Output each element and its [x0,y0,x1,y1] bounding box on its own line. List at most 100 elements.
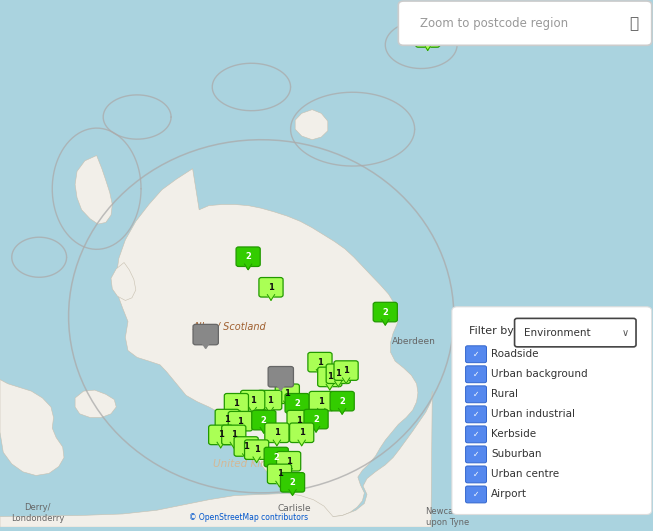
Text: Kerbside: Kerbside [491,430,536,439]
Polygon shape [253,457,261,463]
Text: Aberdeen: Aberdeen [392,337,436,346]
Polygon shape [272,464,280,470]
FancyBboxPatch shape [466,466,486,483]
Text: Derry/
Londonderry: Derry/ Londonderry [11,503,65,523]
Text: © OpenStreetMap contributors: © OpenStreetMap contributors [189,513,308,522]
Text: United Kingdom: United Kingdom [213,459,296,469]
Polygon shape [326,384,334,390]
FancyBboxPatch shape [251,410,276,430]
Text: ✓: ✓ [473,430,479,439]
FancyBboxPatch shape [466,486,486,503]
Text: Environment: Environment [524,328,590,338]
Text: ✓: ✓ [473,450,479,459]
FancyBboxPatch shape [308,353,332,372]
Text: 2: 2 [246,252,251,261]
FancyBboxPatch shape [208,425,232,444]
Polygon shape [260,427,268,433]
FancyBboxPatch shape [259,278,283,297]
Polygon shape [202,342,210,348]
Text: 1: 1 [336,369,341,378]
Text: 2: 2 [295,399,300,408]
FancyBboxPatch shape [276,384,299,404]
Polygon shape [334,381,342,387]
Text: ✓: ✓ [473,470,479,479]
Text: 1: 1 [274,429,279,438]
Polygon shape [236,429,244,434]
Text: 1: 1 [299,429,304,438]
Text: Suburban: Suburban [491,449,541,459]
Polygon shape [289,490,296,495]
Text: 1: 1 [319,397,324,406]
FancyBboxPatch shape [224,393,248,413]
Polygon shape [424,45,432,50]
Text: 2: 2 [383,307,388,316]
Text: ✓: ✓ [473,490,479,499]
Polygon shape [217,442,225,448]
FancyBboxPatch shape [373,302,397,322]
FancyBboxPatch shape [304,409,328,429]
Polygon shape [0,391,432,527]
Polygon shape [111,262,136,301]
Polygon shape [277,384,285,391]
Text: 1: 1 [317,358,323,366]
FancyBboxPatch shape [398,1,652,45]
Text: ∨: ∨ [622,328,629,338]
Text: 2: 2 [274,452,279,461]
Text: ⌕: ⌕ [629,16,638,31]
Polygon shape [267,295,275,300]
Polygon shape [295,109,328,140]
FancyBboxPatch shape [330,391,354,411]
Polygon shape [230,442,238,448]
Text: Zoom to postcode region: Zoom to postcode region [420,16,568,30]
Text: 2: 2 [313,415,319,424]
Text: 1: 1 [277,469,282,478]
Polygon shape [223,426,231,432]
FancyBboxPatch shape [257,390,281,410]
FancyBboxPatch shape [193,324,218,345]
FancyBboxPatch shape [234,436,258,456]
Text: 1: 1 [250,396,255,405]
Text: Urban background: Urban background [491,369,588,379]
FancyBboxPatch shape [289,423,313,442]
FancyBboxPatch shape [228,412,252,431]
Text: 1: 1 [238,417,243,426]
FancyBboxPatch shape [452,307,652,515]
Polygon shape [249,407,257,413]
Polygon shape [298,440,306,446]
FancyBboxPatch shape [317,367,342,387]
Text: 1: 1 [234,399,239,408]
FancyBboxPatch shape [326,364,350,383]
FancyBboxPatch shape [287,410,311,430]
FancyBboxPatch shape [466,426,486,443]
Text: Airport: Airport [491,490,527,500]
Text: 1: 1 [231,431,236,439]
FancyBboxPatch shape [221,425,246,444]
Text: 1: 1 [286,457,291,466]
Text: 1: 1 [225,415,230,424]
Text: Alba / Scotland: Alba / Scotland [193,322,266,332]
FancyBboxPatch shape [466,446,486,463]
Text: 2: 2 [261,416,266,425]
FancyBboxPatch shape [334,361,358,380]
Polygon shape [273,440,281,446]
Text: 1: 1 [218,431,223,439]
Text: 1: 1 [267,396,272,405]
Polygon shape [381,319,389,325]
Polygon shape [75,156,112,224]
Polygon shape [410,20,431,43]
FancyBboxPatch shape [215,409,239,429]
Text: ✓: ✓ [473,390,479,399]
Text: 1: 1 [425,33,430,42]
Text: Roadside: Roadside [491,349,539,359]
FancyBboxPatch shape [244,440,268,459]
Polygon shape [317,408,325,414]
FancyBboxPatch shape [236,247,260,267]
Polygon shape [342,378,350,383]
Text: 1: 1 [296,416,302,425]
FancyBboxPatch shape [268,366,293,387]
Text: ✓: ✓ [473,350,479,359]
Text: Carlisle: Carlisle [277,504,311,513]
Polygon shape [232,410,240,416]
Polygon shape [293,410,301,416]
FancyBboxPatch shape [466,386,486,402]
